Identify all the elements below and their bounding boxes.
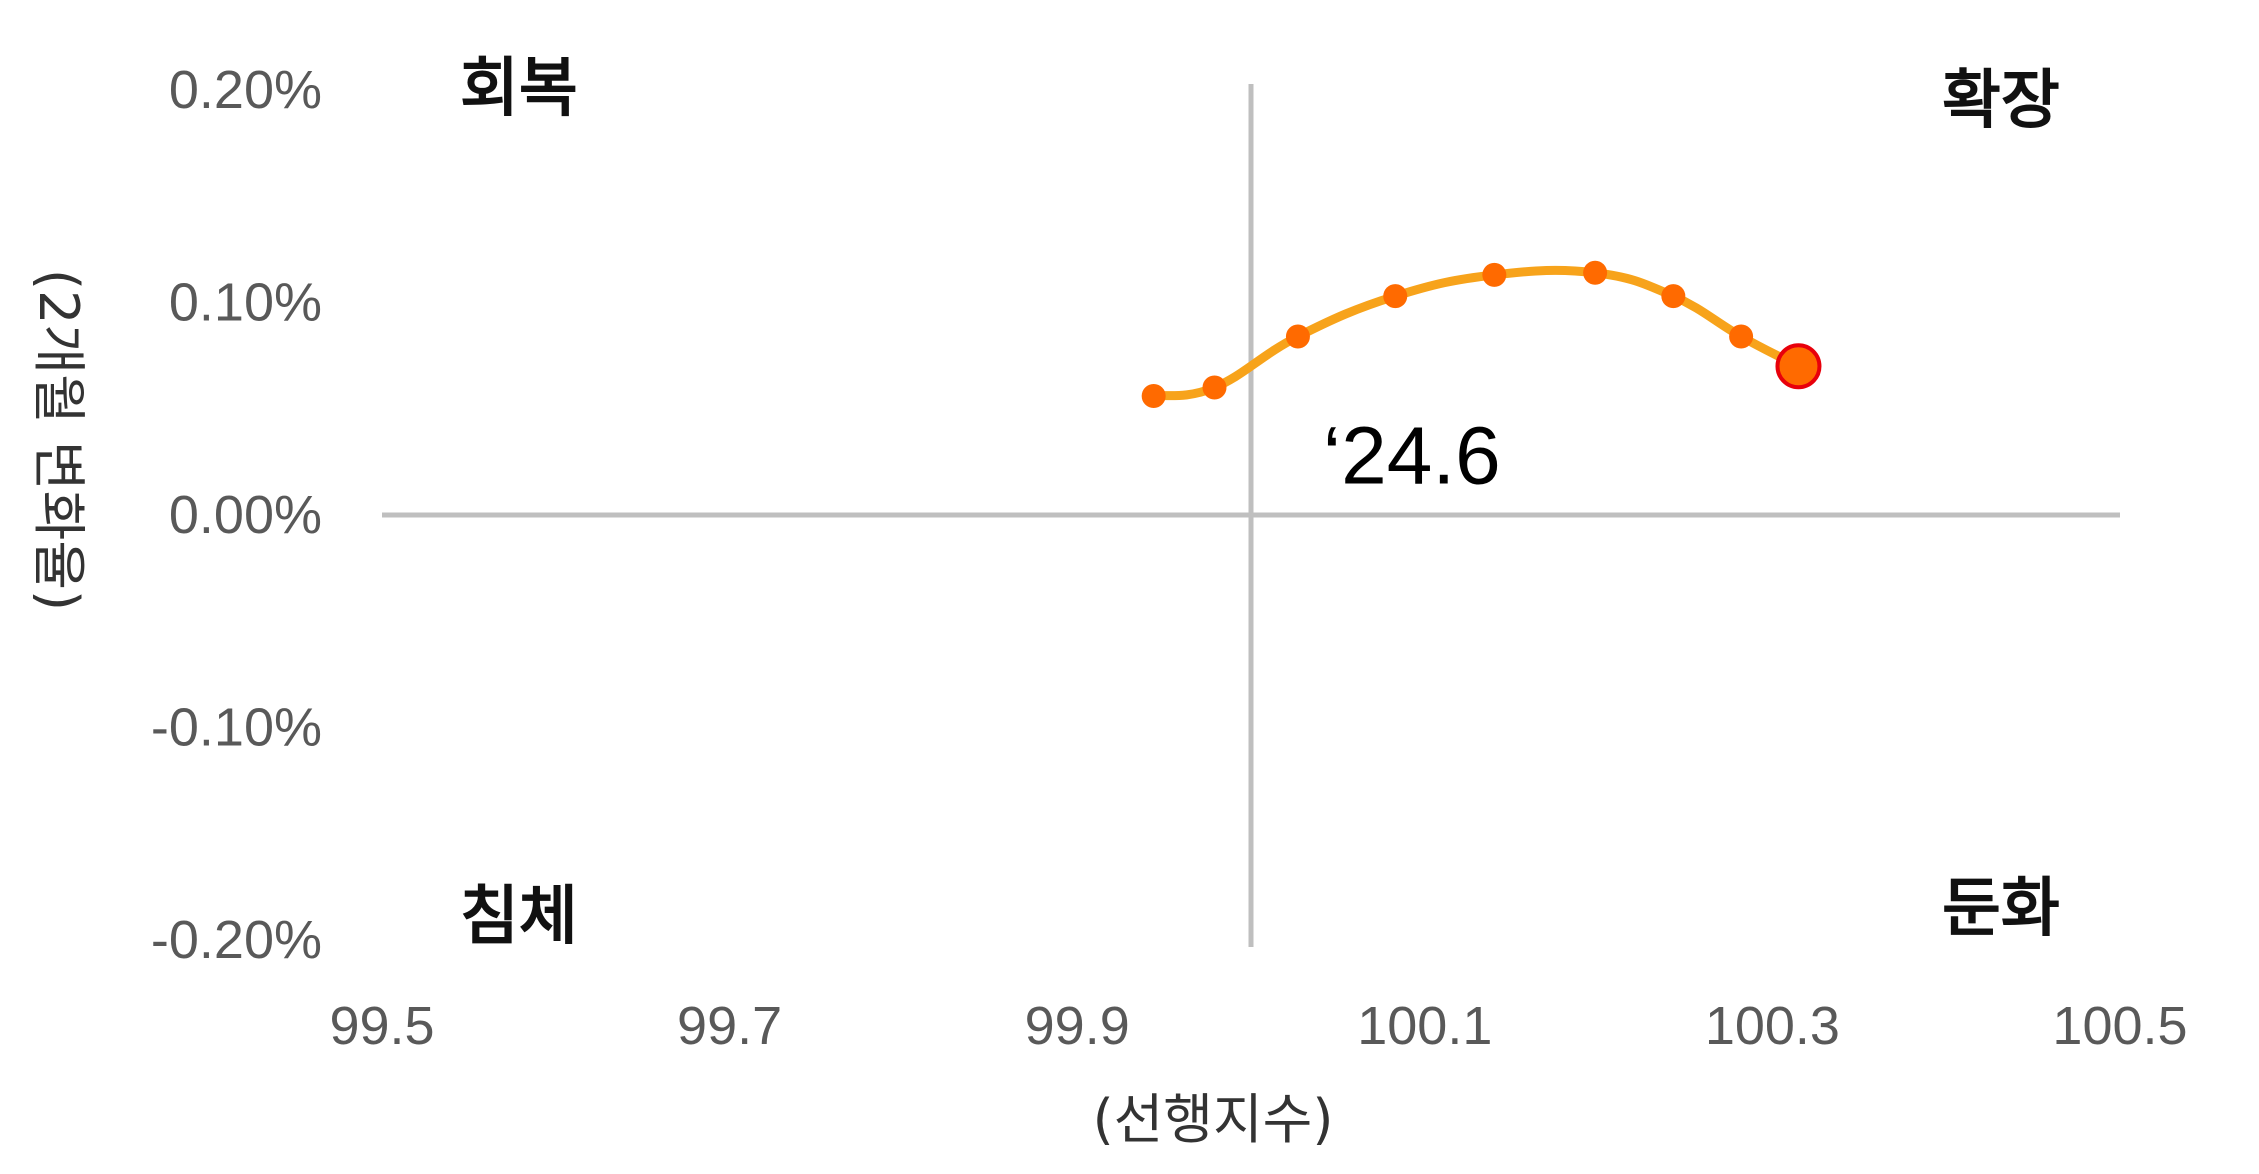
data-point: [1202, 375, 1227, 400]
annotation-label: ‘24.6: [1323, 411, 1501, 502]
y-tick-label: 0.20%: [169, 60, 322, 120]
data-point: [1285, 324, 1310, 349]
y-tick-label: -0.20%: [151, 910, 322, 970]
x-axis-title: (선행지수): [1093, 1088, 1334, 1151]
data-point: [1482, 262, 1507, 287]
axis-lines: [382, 84, 2120, 947]
y-tick-label: 0.10%: [169, 273, 322, 333]
data-point: [1729, 324, 1754, 349]
x-axis-ticks: 99.5 99.7 99.9 100.1 100.3 100.5: [329, 996, 2187, 1056]
quadrant-label-bottom-left: 침체: [460, 880, 578, 954]
data-point: [1661, 284, 1686, 309]
quadrant-label-top-left: 회복: [460, 52, 578, 126]
latest-data-point: [1775, 343, 1822, 390]
x-tick-label: 100.3: [1705, 996, 1840, 1056]
x-tick-label: 99.7: [677, 996, 782, 1056]
data-point: [1383, 284, 1408, 309]
y-tick-label: 0.00%: [169, 485, 322, 545]
x-tick-label: 100.1: [1357, 996, 1492, 1056]
x-tick-label: 99.5: [329, 996, 434, 1056]
y-axis-title: (2개월 변화율): [27, 269, 90, 611]
y-axis-ticks: 0.20% 0.10% 0.00% -0.10% -0.20%: [151, 60, 322, 970]
data-point: [1583, 260, 1608, 285]
quadrant-label-bottom-right: 둔화: [1942, 872, 2060, 946]
data-point: [1141, 384, 1166, 408]
quadrant-label-top-right: 확장: [1942, 64, 2060, 138]
y-tick-label: -0.10%: [151, 698, 322, 758]
x-tick-label: 100.5: [2052, 996, 2187, 1056]
series-group: [1141, 260, 1822, 408]
x-tick-label: 99.9: [1025, 996, 1130, 1056]
